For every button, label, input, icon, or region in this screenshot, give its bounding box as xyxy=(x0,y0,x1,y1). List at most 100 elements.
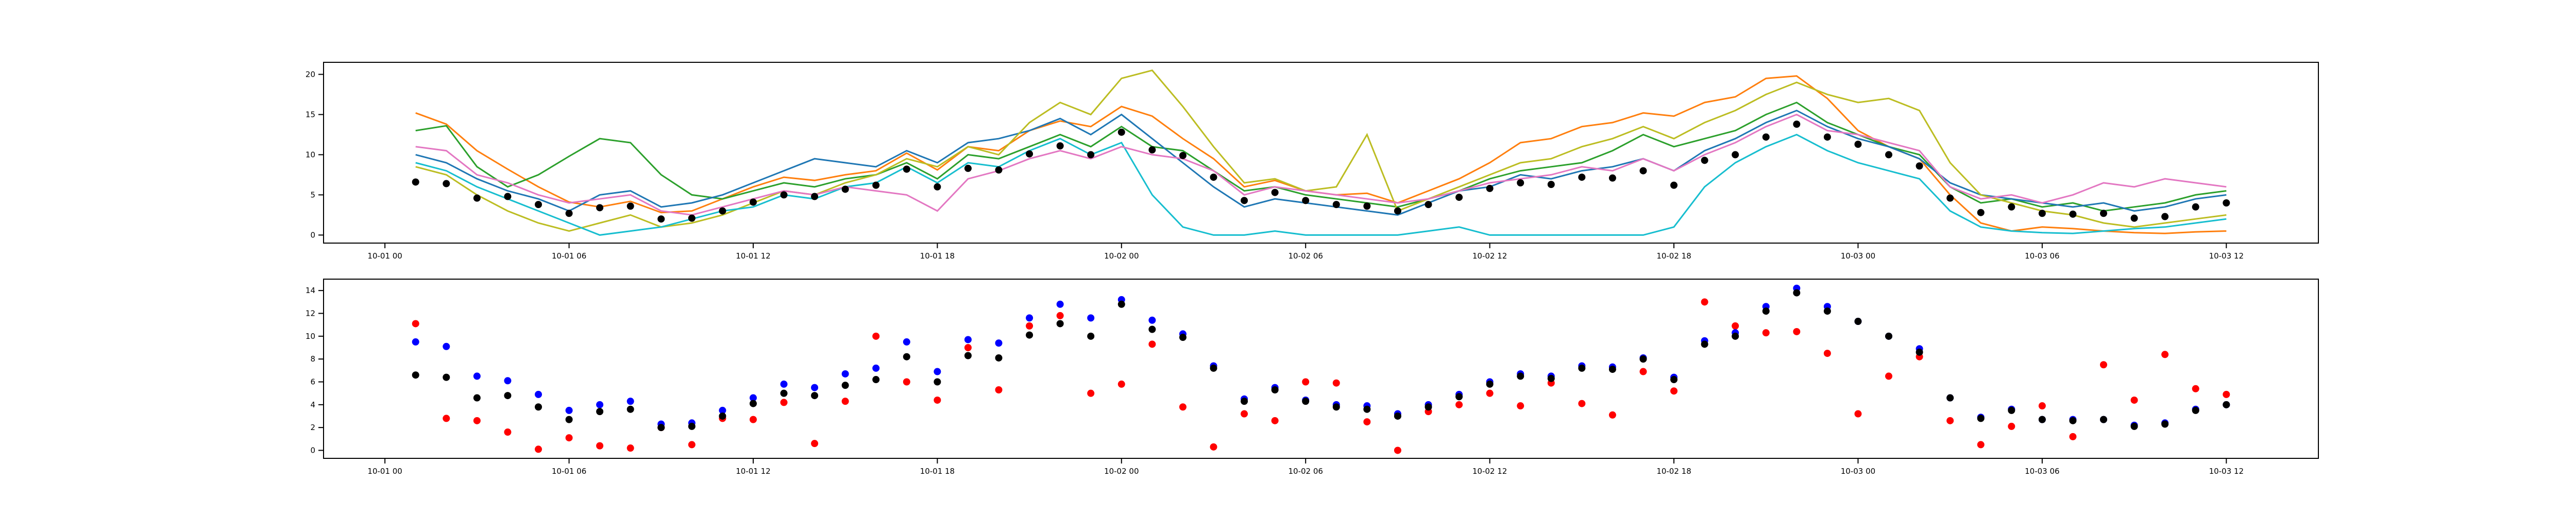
data-point xyxy=(903,378,910,386)
data-point xyxy=(2130,214,2138,222)
data-point xyxy=(1670,387,1678,395)
data-point xyxy=(2069,433,2077,440)
data-point xyxy=(1179,151,1187,159)
data-point xyxy=(719,412,726,420)
data-point xyxy=(1701,340,1708,348)
data-point xyxy=(1578,400,1586,407)
data-point xyxy=(1148,340,1156,348)
data-point xyxy=(1087,314,1095,322)
data-point xyxy=(688,422,696,430)
data-point xyxy=(749,394,757,402)
data-point xyxy=(995,354,1003,362)
data-point xyxy=(1363,405,1371,413)
data-point xyxy=(1455,393,1463,401)
data-point xyxy=(1117,128,1125,136)
data-point xyxy=(473,394,481,402)
data-point xyxy=(1026,322,1033,330)
data-point xyxy=(1732,151,1739,159)
data-point xyxy=(1946,194,1954,202)
data-point xyxy=(2008,422,2015,430)
data-point xyxy=(1302,197,1310,204)
data-point xyxy=(1026,331,1033,339)
x-tick-label: 10-01 06 xyxy=(552,251,586,261)
data-point xyxy=(1823,133,1831,141)
data-point xyxy=(1608,366,1616,373)
data-point xyxy=(1885,372,1893,380)
data-point xyxy=(2223,401,2230,408)
data-point xyxy=(872,332,880,340)
data-point xyxy=(1056,320,1064,328)
y-tick-label: 15 xyxy=(306,110,315,119)
y-tick-label: 2 xyxy=(310,423,315,432)
data-point xyxy=(1148,146,1156,154)
data-point xyxy=(657,215,665,223)
line-series xyxy=(415,133,2227,236)
data-point xyxy=(1517,402,1524,410)
data-point xyxy=(2161,351,2169,358)
data-point xyxy=(1425,201,1432,209)
line-series xyxy=(415,113,2227,216)
data-point xyxy=(1885,332,1893,340)
data-point xyxy=(504,193,512,200)
data-point xyxy=(1455,194,1463,201)
data-point xyxy=(1241,410,1248,418)
data-point xyxy=(841,382,849,389)
data-point xyxy=(1517,179,1524,186)
data-point xyxy=(2069,417,2077,424)
y-tick-label: 10 xyxy=(306,150,315,159)
data-point xyxy=(534,201,542,209)
y-tick-label: 6 xyxy=(310,377,315,386)
axes-frame xyxy=(323,279,2319,459)
data-point xyxy=(2100,361,2108,369)
data-point xyxy=(1608,174,1616,182)
data-point xyxy=(1271,188,1279,196)
data-point xyxy=(1332,403,1340,411)
data-point xyxy=(688,441,696,449)
data-point xyxy=(1087,332,1095,340)
x-tick-label: 10-01 00 xyxy=(367,467,402,476)
data-point xyxy=(596,408,604,416)
data-point xyxy=(1732,322,1739,330)
data-point xyxy=(1517,372,1524,380)
data-point xyxy=(2192,203,2199,211)
line-series xyxy=(415,101,2227,212)
data-point xyxy=(995,339,1003,347)
data-point xyxy=(1394,207,1401,215)
data-point xyxy=(1332,201,1340,209)
data-point xyxy=(1823,350,1831,357)
data-point xyxy=(473,417,481,424)
data-point xyxy=(1670,376,1678,384)
data-point xyxy=(626,444,634,452)
data-point xyxy=(473,372,481,380)
data-point xyxy=(1486,184,1494,192)
data-point xyxy=(811,384,819,391)
y-tick-label: 4 xyxy=(310,400,315,409)
data-point xyxy=(412,371,419,379)
data-point xyxy=(872,181,880,189)
data-point xyxy=(1639,368,1647,375)
data-point xyxy=(2008,203,2015,211)
data-point xyxy=(1455,401,1463,408)
y-tick-label: 8 xyxy=(310,354,315,364)
data-point xyxy=(534,403,542,411)
x-tick-label: 10-02 18 xyxy=(1656,467,1691,476)
data-point xyxy=(1056,142,1064,150)
data-point xyxy=(780,380,788,388)
data-point xyxy=(626,405,634,413)
data-point xyxy=(1732,332,1739,340)
data-point xyxy=(964,336,972,344)
data-point xyxy=(995,386,1003,394)
data-point xyxy=(1486,380,1494,388)
data-point xyxy=(964,344,972,351)
data-point xyxy=(534,445,542,453)
data-point xyxy=(2223,199,2230,207)
y-tick-label: 20 xyxy=(306,70,315,79)
data-point xyxy=(2223,390,2230,398)
x-tick-label: 10-03 06 xyxy=(2025,467,2059,476)
data-point xyxy=(934,396,941,404)
data-point xyxy=(1087,389,1095,397)
data-point xyxy=(903,338,910,346)
data-point xyxy=(565,210,573,217)
data-point xyxy=(565,416,573,423)
x-tick-label: 10-03 00 xyxy=(1841,467,1875,476)
